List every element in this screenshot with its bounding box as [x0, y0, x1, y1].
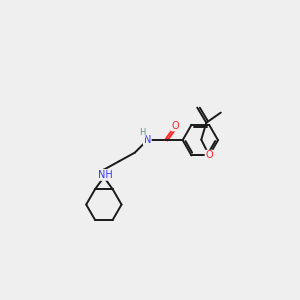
Text: N: N [99, 170, 106, 180]
Text: O: O [205, 150, 213, 161]
Text: N: N [144, 135, 151, 145]
Text: O: O [171, 121, 179, 131]
Text: H: H [139, 128, 145, 137]
Text: NH: NH [98, 170, 113, 180]
